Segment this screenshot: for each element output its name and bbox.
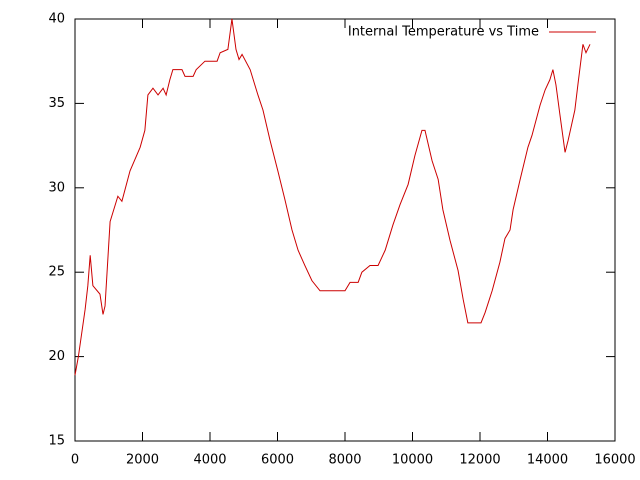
y-tick-label: 20 bbox=[48, 349, 65, 364]
data-line bbox=[74, 18, 591, 376]
x-tick-label: 16000 bbox=[594, 453, 635, 468]
x-tick-label: 6000 bbox=[261, 453, 294, 468]
x-tick-label: 0 bbox=[71, 453, 79, 468]
legend-label: Internal Temperature vs Time bbox=[348, 25, 539, 40]
plot-frame bbox=[74, 18, 616, 442]
y-tick-label: 15 bbox=[48, 434, 65, 449]
x-tick-label: 10000 bbox=[392, 453, 433, 468]
x-tick-label: 12000 bbox=[459, 453, 500, 468]
x-tick-label: 8000 bbox=[328, 453, 361, 468]
x-tick-label: 2000 bbox=[126, 453, 159, 468]
y-tick-label: 35 bbox=[48, 96, 65, 111]
x-tick-label: 14000 bbox=[527, 453, 568, 468]
x-tick-label: 4000 bbox=[193, 453, 226, 468]
y-tick-label: 30 bbox=[48, 180, 65, 195]
y-tick-label: 40 bbox=[48, 12, 65, 27]
y-tick-label: 25 bbox=[48, 265, 65, 280]
